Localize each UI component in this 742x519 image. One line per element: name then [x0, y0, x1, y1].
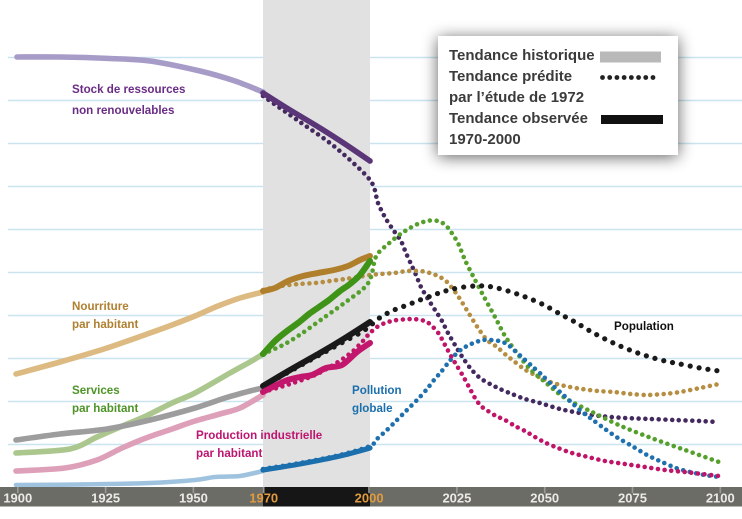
svg-text:par habitant: par habitant [196, 447, 262, 460]
svg-text:1970: 1970 [249, 491, 278, 506]
svg-text:2100: 2100 [706, 491, 735, 506]
svg-text:Tendance historique: Tendance historique [449, 47, 595, 64]
svg-text:1970-2000: 1970-2000 [449, 131, 521, 148]
svg-text:Nourriture: Nourriture [72, 300, 129, 313]
svg-text:par habitant: par habitant [72, 318, 138, 331]
svg-text:Tendance prédite: Tendance prédite [449, 68, 572, 85]
svg-text:par l’étude de 1972: par l’étude de 1972 [449, 89, 584, 106]
svg-text:2000: 2000 [355, 491, 384, 506]
svg-text:1900: 1900 [3, 491, 32, 506]
svg-text:Stock de ressources: Stock de ressources [72, 83, 185, 96]
svg-text:2050: 2050 [530, 491, 559, 506]
svg-text:2075: 2075 [618, 491, 647, 506]
svg-text:1925: 1925 [91, 491, 120, 506]
svg-text:non renouvelables: non renouvelables [72, 104, 174, 117]
svg-text:2025: 2025 [442, 491, 471, 506]
svg-text:Population: Population [614, 320, 674, 333]
svg-text:globale: globale [352, 402, 393, 415]
svg-text:1950: 1950 [179, 491, 208, 506]
svg-text:Services: Services [72, 384, 120, 397]
svg-text:par habitant: par habitant [72, 402, 138, 415]
svg-text:Production industrielle: Production industrielle [196, 429, 323, 442]
svg-text:Tendance observée: Tendance observée [449, 110, 588, 127]
svg-text:Pollution: Pollution [352, 384, 402, 397]
